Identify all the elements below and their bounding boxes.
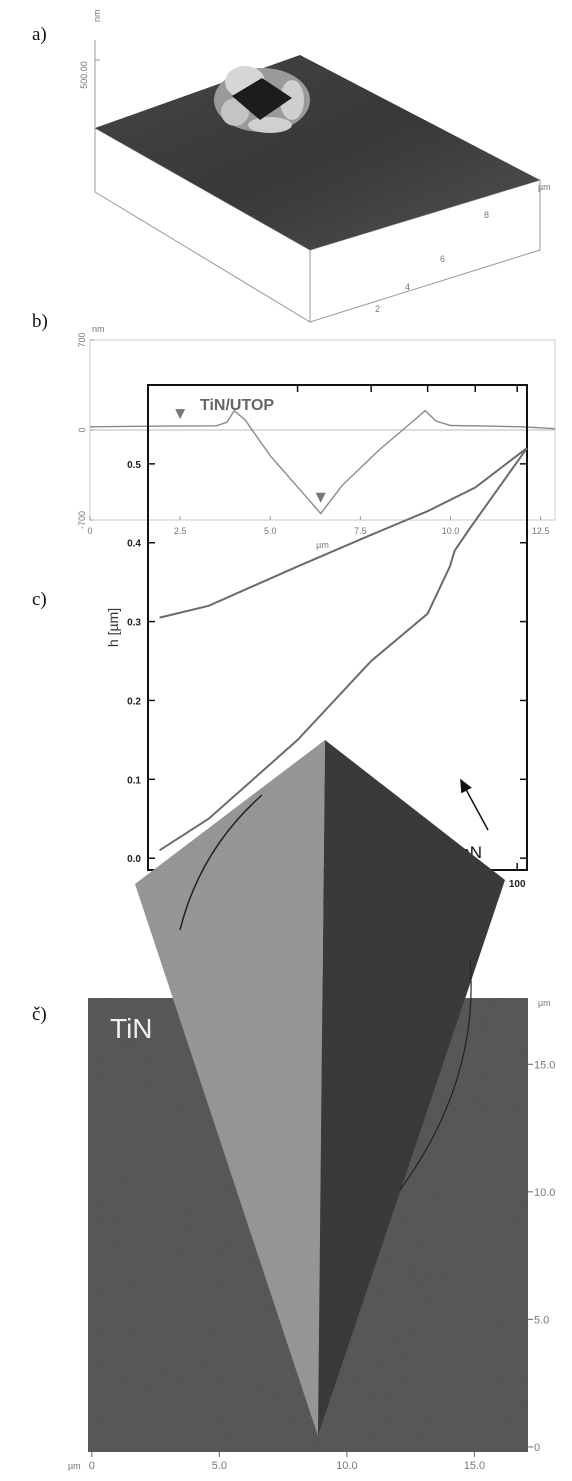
- xy-tick-label: 6: [440, 254, 445, 264]
- x-unit: µm: [316, 540, 329, 550]
- x-tick-label: 2.5: [174, 526, 187, 536]
- y-tick-label: 5.0: [534, 1314, 549, 1326]
- x-tick-label: 5.0: [212, 1460, 227, 1472]
- y-tick-label: 0.0: [127, 854, 141, 865]
- z-tick-label: 500.00: [79, 61, 89, 89]
- y-tick-label: 0.3: [127, 618, 141, 629]
- xy-tick-label: 4: [405, 282, 410, 292]
- y-tick-label: 0: [534, 1442, 540, 1454]
- y-tick-label: 0: [77, 427, 87, 432]
- indent-lobe: [280, 80, 304, 120]
- arrow: [460, 778, 489, 831]
- data-line: [89, 409, 556, 515]
- x-tick-label: 0: [89, 1460, 95, 1472]
- crack: [399, 959, 472, 1191]
- cursor: [315, 492, 326, 503]
- y-tick-label: 700: [77, 332, 87, 347]
- x-tick-label: 100: [509, 879, 526, 890]
- indent-face: [318, 740, 505, 1436]
- indent-pit: [232, 78, 292, 120]
- panel-label: č): [32, 1004, 47, 1025]
- surface-3d: 500.00 nm 2 4 6 8 µm: [79, 9, 551, 323]
- image-title: TiN: [110, 1013, 153, 1044]
- y-tick-label: -700: [77, 511, 87, 529]
- y-tick-label: 15.0: [534, 1059, 555, 1071]
- y-unit: µm: [538, 998, 551, 1008]
- chart-title: TiN/UTOP: [200, 397, 274, 414]
- x-tick-label: 0: [87, 526, 92, 536]
- xy-unit: µm: [538, 182, 551, 192]
- y-axis-label: h [µm]: [105, 608, 121, 647]
- surface: [95, 55, 540, 250]
- x-tick-label: 5.0: [264, 526, 277, 536]
- panel-label: a): [32, 24, 47, 45]
- data-line: [159, 447, 528, 852]
- y-tick-label: 0.4: [127, 539, 141, 550]
- xy-tick-label: 8: [484, 210, 489, 220]
- indent-lobe: [248, 117, 292, 133]
- crack: [179, 794, 263, 931]
- x-tick-label: 10.0: [336, 1460, 357, 1472]
- y-unit: nm: [92, 324, 105, 334]
- y-tick-label: 0.1: [127, 775, 141, 786]
- z-unit: nm: [92, 9, 102, 22]
- cursor: [175, 409, 186, 420]
- indent-face: [135, 740, 325, 1436]
- xy-tick-label: 2: [375, 304, 380, 314]
- y-tick-label: 10.0: [534, 1187, 555, 1199]
- x-tick-label: 12.5: [532, 526, 550, 536]
- data-line: [159, 447, 528, 619]
- y-tick-label: 0.5: [127, 460, 141, 471]
- x-unit: µm: [68, 1461, 81, 1471]
- x-tick-label: 7.5: [354, 526, 367, 536]
- x-tick-label: 15.0: [464, 1460, 485, 1472]
- panel-label: b): [32, 311, 48, 332]
- x-tick-label: 10.0: [442, 526, 460, 536]
- y-tick-label: 0.2: [127, 696, 141, 707]
- panel-label: c): [32, 589, 47, 610]
- indent-lobe: [221, 98, 249, 126]
